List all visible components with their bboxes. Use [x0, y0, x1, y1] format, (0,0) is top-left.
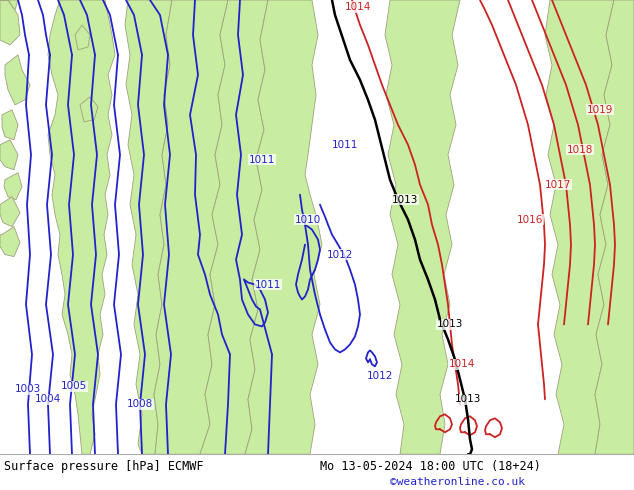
Polygon shape: [5, 55, 30, 105]
Text: 1013: 1013: [455, 394, 481, 404]
Polygon shape: [385, 0, 460, 454]
Text: 1016: 1016: [517, 215, 543, 224]
Text: 1018: 1018: [567, 145, 593, 155]
Polygon shape: [75, 25, 90, 50]
Text: 1004: 1004: [35, 394, 61, 404]
Text: 1017: 1017: [545, 180, 571, 190]
Polygon shape: [4, 172, 22, 199]
Text: 1011: 1011: [332, 140, 358, 150]
Polygon shape: [0, 0, 18, 10]
Text: 1019: 1019: [587, 105, 613, 115]
Polygon shape: [125, 0, 172, 454]
Text: 1013: 1013: [437, 319, 463, 329]
Text: Surface pressure [hPa] ECMWF: Surface pressure [hPa] ECMWF: [4, 460, 204, 473]
Polygon shape: [0, 0, 20, 45]
Polygon shape: [0, 226, 20, 257]
Text: Mo 13-05-2024 18:00 UTC (18+24): Mo 13-05-2024 18:00 UTC (18+24): [320, 460, 541, 473]
Text: ©weatheronline.co.uk: ©weatheronline.co.uk: [390, 477, 525, 487]
Text: 1003: 1003: [15, 384, 41, 394]
Text: 1012: 1012: [327, 249, 353, 260]
Text: 1014: 1014: [449, 359, 476, 369]
Text: 1013: 1013: [392, 195, 418, 205]
Text: 1011: 1011: [249, 155, 275, 165]
Text: 1014: 1014: [345, 2, 371, 12]
Text: 1011: 1011: [255, 279, 281, 290]
Polygon shape: [0, 140, 18, 170]
Polygon shape: [245, 0, 322, 454]
Polygon shape: [2, 110, 18, 140]
Text: 1010: 1010: [295, 215, 321, 224]
Polygon shape: [595, 0, 634, 454]
Polygon shape: [80, 97, 98, 122]
Polygon shape: [545, 0, 614, 454]
Polygon shape: [0, 196, 20, 226]
Text: 1005: 1005: [61, 381, 87, 392]
Text: 1008: 1008: [127, 399, 153, 409]
Polygon shape: [48, 0, 115, 454]
Text: 1012: 1012: [367, 371, 393, 381]
Polygon shape: [154, 0, 228, 454]
Polygon shape: [200, 0, 268, 454]
